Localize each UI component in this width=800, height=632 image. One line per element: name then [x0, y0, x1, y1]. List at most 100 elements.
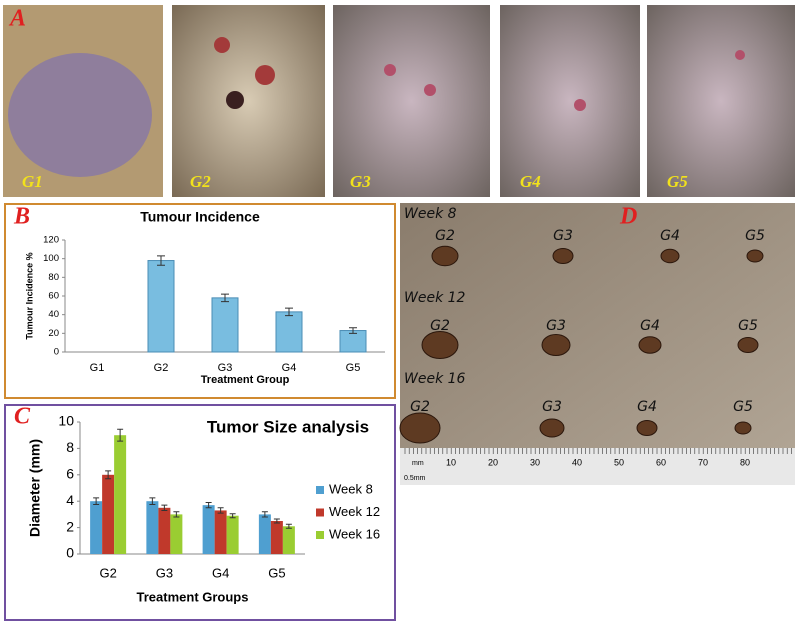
ruler-tick: 30 [530, 457, 540, 467]
week-label: Week 12 [404, 290, 466, 306]
tumour-specimen [660, 248, 680, 264]
bar [202, 505, 215, 554]
y-tick-label: 100 [43, 253, 59, 264]
y-tick-label: 10 [58, 413, 74, 429]
lesion [735, 50, 745, 60]
y-tick-label: 40 [48, 309, 59, 320]
tumour-specimen [737, 337, 759, 353]
group-label: G5 [738, 318, 758, 334]
error-bar [261, 511, 268, 518]
panel-label: C [14, 404, 31, 430]
x-tick-label: G4 [282, 362, 297, 374]
photo [172, 5, 325, 197]
ruler-unit: mm [412, 460, 424, 467]
group-label: G2 [430, 318, 450, 334]
chart-title: Tumour Incidence [140, 209, 260, 225]
tumour [8, 53, 152, 177]
group-label: G2 [410, 399, 430, 415]
y-tick-label: 120 [43, 235, 59, 246]
bar [90, 501, 103, 554]
bar [170, 514, 183, 554]
ruler-tick: 70 [698, 457, 708, 467]
y-tick-label: 6 [66, 466, 74, 482]
photo-label: G4 [520, 172, 541, 191]
panel-b-frame [4, 203, 396, 399]
bar [114, 435, 127, 554]
ruler [400, 448, 795, 485]
photo-label: G5 [667, 172, 688, 191]
y-tick-label: 20 [48, 328, 59, 339]
x-tick-label: G3 [156, 565, 173, 580]
bar [270, 521, 283, 554]
tumour-specimen [638, 336, 662, 354]
panel-label: B [13, 204, 30, 230]
tumour-specimen [636, 420, 658, 436]
ruler-tick: 20 [488, 457, 498, 467]
bar [258, 514, 271, 554]
error-bar [105, 470, 112, 480]
x-axis-label: Treatment Groups [137, 589, 249, 604]
ruler-scale: 0.5mm [404, 475, 426, 482]
photo-label: G1 [22, 172, 43, 191]
photo-panel-a [3, 5, 795, 197]
photo [500, 5, 640, 197]
tumour-specimen [539, 418, 565, 438]
bar [275, 311, 303, 353]
error-bar [229, 513, 236, 519]
error-bar [161, 504, 168, 511]
tumour-specimen [399, 412, 441, 444]
error-bar [157, 255, 165, 266]
bar [211, 297, 239, 353]
legend-label: Week 12 [329, 504, 380, 519]
x-tick-label: G2 [99, 565, 116, 580]
y-tick-label: 60 [48, 291, 59, 302]
y-tick-label: 8 [66, 439, 74, 455]
x-tick-label: G4 [212, 565, 229, 580]
lesion [384, 64, 396, 76]
y-axis-label: Tumour Incidence % [24, 252, 34, 339]
y-tick-label: 4 [66, 492, 74, 508]
x-tick-label: G5 [346, 362, 361, 374]
y-tick-label: 0 [66, 545, 74, 561]
tumour-specimen [421, 331, 459, 359]
tumour-specimen [431, 245, 459, 267]
error-bar [217, 507, 224, 514]
photo-label: G2 [190, 172, 211, 191]
x-tick-label: G2 [154, 362, 169, 374]
legend-label: Week 8 [329, 481, 373, 496]
legend-swatch [316, 486, 324, 494]
lesion [424, 84, 436, 96]
tumour-specimen [734, 421, 752, 435]
lesion [226, 91, 244, 109]
legend-swatch [316, 508, 324, 517]
bar [282, 526, 295, 554]
error-bar [349, 327, 357, 334]
y-axis-label: Diameter (mm) [27, 439, 43, 537]
bar [158, 507, 171, 554]
group-label: G2 [435, 228, 455, 244]
panel-label: A [8, 6, 26, 32]
week-label: Week 16 [404, 371, 466, 387]
panel-label: D [619, 204, 637, 230]
error-bar [285, 307, 293, 317]
tumour-specimen [541, 334, 571, 356]
bar [147, 260, 175, 353]
group-label: G4 [637, 399, 657, 415]
tumour-specimen [746, 249, 764, 263]
bar [226, 515, 239, 554]
y-tick-label: 0 [54, 347, 59, 358]
chart-title: Tumor Size analysis [207, 417, 369, 436]
error-bar [205, 502, 212, 509]
photo-panel-d [400, 203, 795, 485]
x-tick-label: G5 [268, 565, 285, 580]
y-tick-label: 80 [48, 272, 59, 283]
ruler-tick: 80 [740, 457, 750, 467]
bar [214, 510, 227, 554]
panel-c-frame [4, 404, 396, 621]
ruler-tick: 40 [572, 457, 582, 467]
legend-label: Week 16 [329, 526, 380, 541]
tumour-specimen [552, 248, 574, 264]
ruler-tick: 10 [446, 457, 456, 467]
lesion [214, 37, 230, 53]
